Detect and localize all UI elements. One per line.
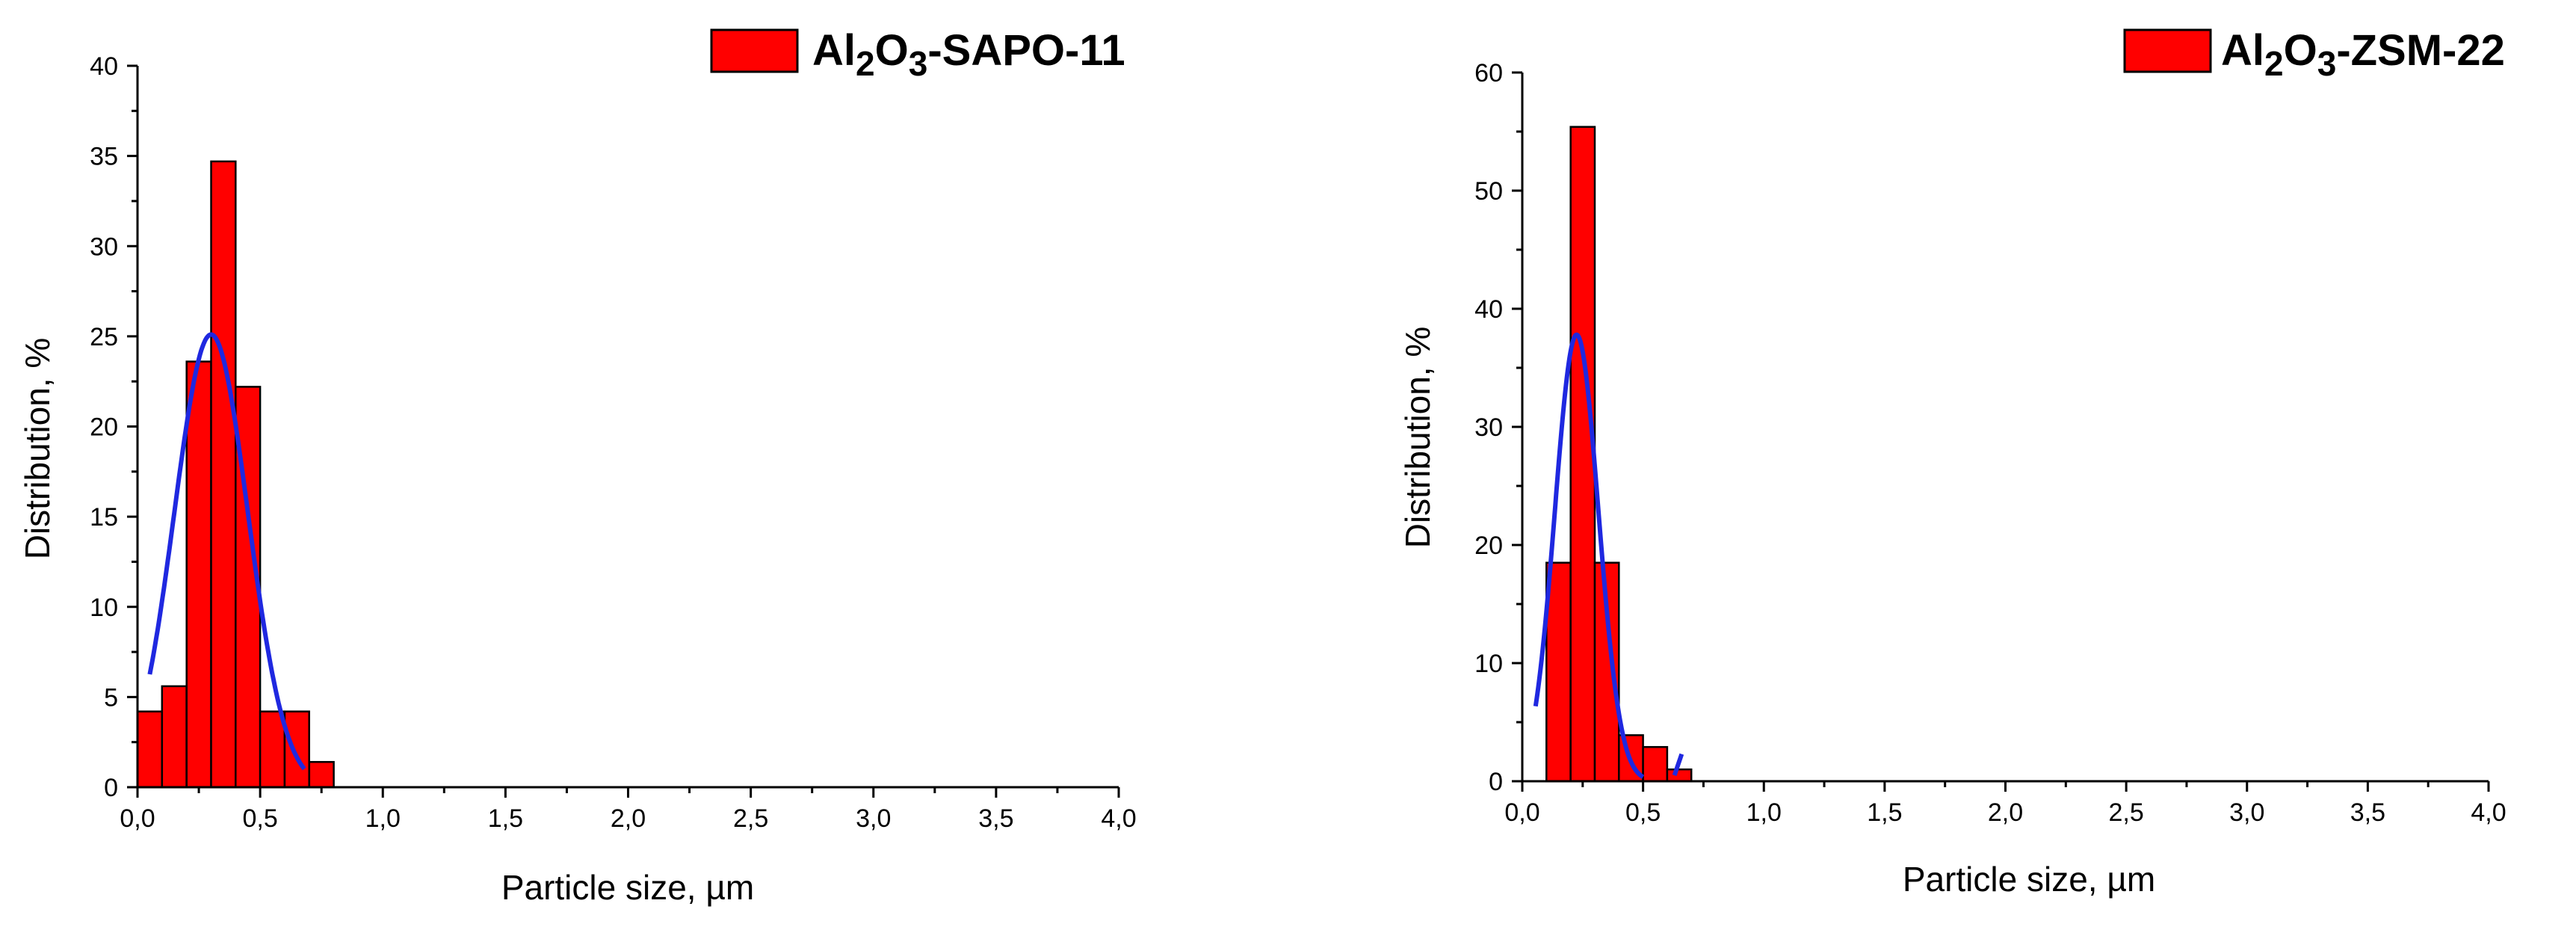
legend-sapo11: Al2O3-SAPO-11: [710, 26, 1125, 83]
x-tick-label-sapo11-6: 3,0: [856, 804, 891, 833]
y-tick-label-sapo11-3: 15: [90, 503, 118, 532]
x-tick-label-sapo11-0: 0,0: [120, 804, 155, 833]
y-tick-label-zsm22-2: 20: [1474, 532, 1503, 560]
bar-sapo11-3: [210, 160, 237, 789]
x-tick-label-sapo11-3: 1,5: [488, 804, 523, 833]
bars-sapo11: [136, 160, 335, 789]
y-tick-label-sapo11-5: 25: [90, 323, 118, 351]
chart-panel-zsm22: Al2O3-ZSM-22 0,0 0,5 1,0 1,5 2,0 2,5 3,0 3,5 4,0…: [1398, 26, 2506, 899]
axes-zsm22: [1521, 73, 2489, 783]
chart-panel-sapo11: Al2O3-SAPO-11 0,0 0,5 1,0 1,5 2,0 2,5 3,0 3,5 4,…: [18, 26, 1137, 907]
y-tick-label-sapo11-0: 0: [104, 774, 118, 802]
y-tick-label-zsm22-6: 60: [1474, 59, 1503, 87]
bar-zsm22-5: [1666, 768, 1693, 783]
x-tick-label-zsm22-4: 2,0: [1988, 798, 2023, 827]
y-tick-label-sapo11-4: 20: [90, 413, 118, 442]
x-tick-label-zsm22-6: 3,0: [2229, 798, 2264, 827]
bar-sapo11-1: [161, 685, 188, 789]
fit-line-tail-zsm22: [1672, 753, 1684, 777]
y-tick-label-sapo11-2: 10: [90, 594, 118, 622]
y-axis-title-zsm22: Distribution, %: [1398, 327, 1437, 549]
y-tick-label-zsm22-3: 30: [1474, 413, 1503, 442]
y-axis-title-sapo11: Distribution, %: [18, 338, 57, 560]
y-tick-label-sapo11-8: 40: [90, 52, 118, 81]
bar-sapo11-7: [308, 760, 335, 789]
x-tick-label-zsm22-0: 0,0: [1504, 798, 1539, 827]
y-tick-label-zsm22-0: 0: [1489, 768, 1503, 796]
x-tick-label-zsm22-5: 2,5: [2108, 798, 2143, 827]
x-axis-title-zsm22: Particle size, µm: [1903, 860, 2155, 899]
legend-zsm22: Al2O3-ZSM-22: [2123, 26, 2505, 83]
gaussian-fit-line-sapo11: [147, 332, 306, 771]
x-tick-label-sapo11-2: 1,0: [365, 804, 401, 833]
y-tick-label-zsm22-1: 10: [1474, 650, 1503, 678]
x-tick-label-zsm22-3: 1,5: [1867, 798, 1902, 827]
x-tick-label-zsm22-8: 4,0: [2471, 798, 2506, 827]
bar-sapo11-2: [185, 360, 212, 789]
bar-zsm22-4: [1642, 745, 1669, 783]
legend-swatch-zsm22: [2123, 28, 2212, 73]
x-ticks-sapo11: 0,0 0,5 1,0 1,5 2,0 2,5 3,0 3,5 4,0: [120, 787, 1137, 833]
y-ticks-sapo11: 0 5 10 15 20 25 30 35 40: [90, 52, 138, 802]
x-tick-label-sapo11-4: 2,0: [611, 804, 646, 833]
x-axis-title-sapo11: Particle size, µm: [501, 868, 754, 907]
y-tick-label-sapo11-7: 35: [90, 143, 118, 171]
gaussian-fit-line-zsm22: [1533, 332, 1645, 779]
x-tick-label-zsm22-2: 1,0: [1746, 798, 1782, 827]
axes-sapo11: [136, 66, 1119, 789]
legend-label-sapo11: Al2O3-SAPO-11: [812, 26, 1125, 83]
y-tick-label-sapo11-1: 5: [104, 683, 118, 712]
bar-zsm22-1: [1569, 126, 1596, 783]
x-tick-label-zsm22-1: 0,5: [1625, 798, 1661, 827]
x-tick-label-sapo11-8: 4,0: [1101, 804, 1136, 833]
x-tick-label-sapo11-7: 3,5: [978, 804, 1013, 833]
bar-sapo11-0: [136, 710, 164, 789]
legend-label-zsm22: Al2O3-ZSM-22: [2221, 26, 2505, 83]
x-ticks-zsm22: 0,0 0,5 1,0 1,5 2,0 2,5 3,0 3,5 4,0: [1504, 781, 2506, 827]
y-ticks-zsm22: 0 10 20 30 40 50 60: [1474, 59, 1522, 796]
bars-zsm22: [1545, 126, 1693, 783]
y-tick-label-zsm22-4: 40: [1474, 295, 1503, 324]
legend-swatch-sapo11: [710, 28, 799, 73]
y-tick-label-sapo11-6: 30: [90, 232, 118, 261]
bar-sapo11-6: [283, 710, 310, 789]
x-tick-label-sapo11-5: 2,5: [733, 804, 768, 833]
y-tick-label-zsm22-5: 50: [1474, 177, 1503, 206]
x-tick-label-zsm22-7: 3,5: [2350, 798, 2385, 827]
x-tick-label-sapo11-1: 0,5: [242, 804, 277, 833]
bar-sapo11-5: [259, 710, 286, 789]
